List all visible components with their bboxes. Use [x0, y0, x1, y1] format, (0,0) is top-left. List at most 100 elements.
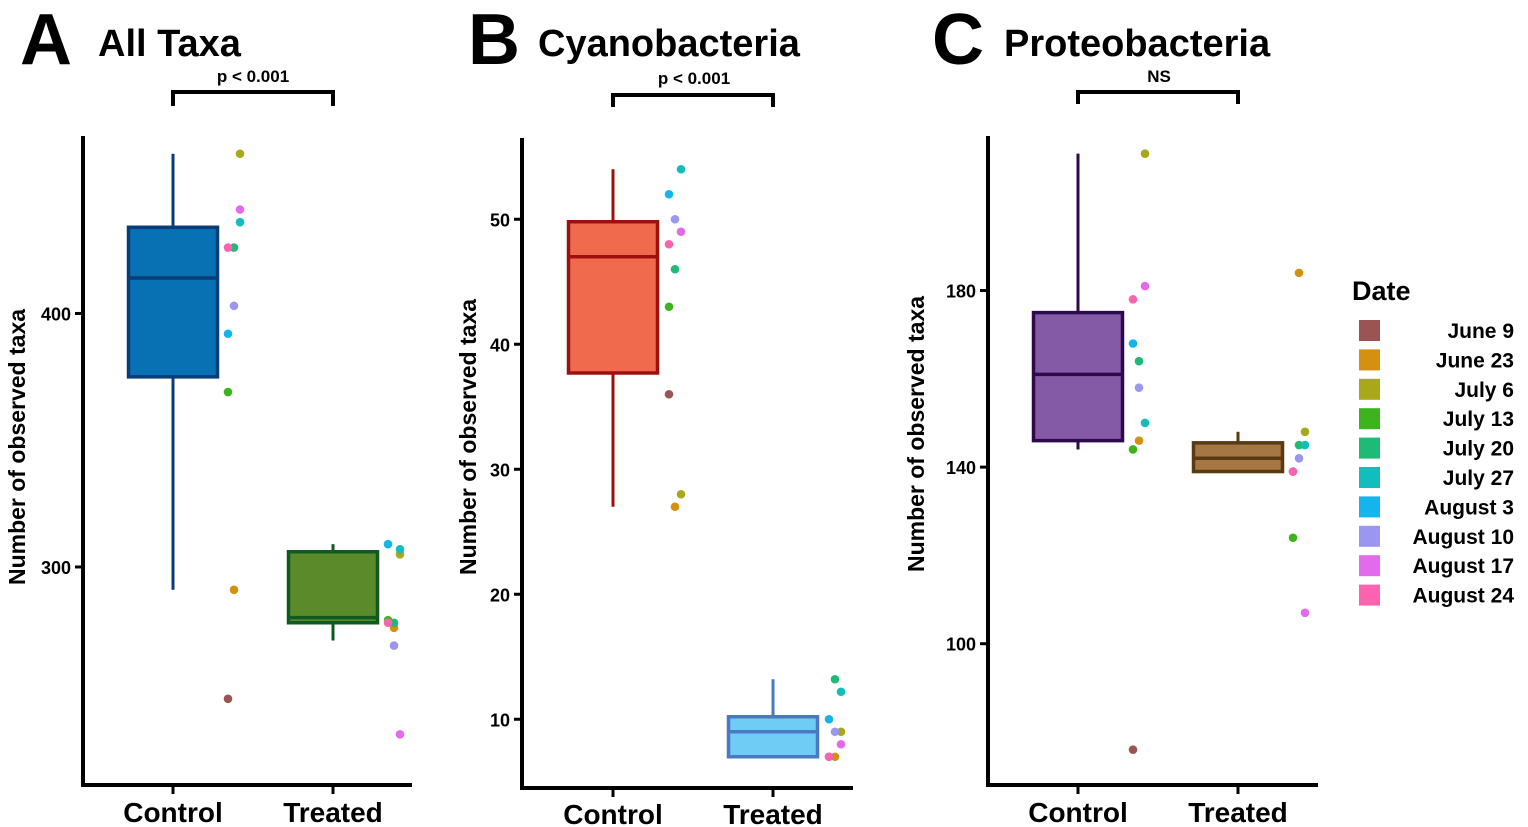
data-point — [676, 227, 686, 237]
significance-label-b: p < 0.001 — [658, 69, 730, 88]
chart-marks-b: 10 20 30 40 50 — [490, 93, 853, 797]
data-point — [830, 752, 840, 762]
box-body — [1031, 310, 1125, 443]
data-point — [229, 585, 239, 595]
legend-swatch — [1359, 408, 1380, 430]
data-point — [676, 489, 686, 499]
data-point — [389, 641, 399, 650]
data-point — [824, 752, 834, 762]
data-point — [395, 729, 405, 739]
legend-swatch — [1359, 437, 1380, 459]
data-point — [1300, 608, 1310, 618]
data-point — [1128, 295, 1138, 304]
significance-label-a: p < 0.001 — [217, 67, 289, 86]
data-point — [223, 387, 233, 397]
legend-label: July 6 — [1454, 379, 1514, 402]
x-tick-label-control-b: Control — [563, 799, 663, 827]
x-tick-label-treated-b: Treated — [723, 799, 823, 827]
legend-label: June 9 — [1447, 320, 1514, 343]
data-point — [1288, 533, 1298, 543]
x-tick-label-treated-a: Treated — [283, 797, 383, 827]
data-point — [223, 329, 233, 339]
chart-marks-c: 100 140 180 — [946, 90, 1318, 794]
y-tick-label: 40 — [490, 335, 510, 355]
data-point — [830, 727, 840, 737]
legend-swatch — [1359, 467, 1380, 488]
panel-c: C Proteobacteria NS Number of observed t… — [903, 0, 1318, 827]
legend-swatch — [1359, 349, 1380, 371]
x-tick-label-control-c: Control — [1028, 797, 1128, 827]
data-point — [664, 239, 674, 249]
y-tick-label: 140 — [946, 458, 976, 478]
legend-label: August 3 — [1424, 496, 1514, 519]
panel-letter-c: C — [932, 0, 984, 80]
significance-label-c: NS — [1147, 67, 1171, 86]
legend-label: July 20 — [1443, 438, 1514, 461]
panel-a: A All Taxa p < 0.001 Number of observed … — [4, 0, 412, 827]
y-tick-label: 100 — [946, 635, 976, 655]
legend-swatch — [1359, 378, 1380, 400]
data-point — [1134, 436, 1144, 445]
legend-swatch — [1359, 555, 1380, 577]
box-body — [126, 225, 220, 379]
data-point — [830, 674, 840, 684]
y-tick-label: 300 — [41, 558, 71, 578]
data-point — [383, 539, 393, 549]
y-tick-label: 50 — [490, 210, 510, 230]
data-point — [235, 149, 245, 159]
data-point — [1294, 453, 1304, 463]
data-point — [235, 217, 245, 227]
significance-bracket — [171, 90, 335, 106]
data-point — [223, 243, 233, 252]
legend-label: July 13 — [1443, 408, 1514, 431]
legend-swatch — [1359, 496, 1380, 518]
y-axis-label-b: Number of observed taxa — [455, 299, 481, 575]
legend-label: August 24 — [1412, 585, 1514, 608]
legend-items: June 9 June 23 July 6 July 13 July 20 July 27… — [1359, 320, 1514, 608]
data-point — [1128, 339, 1138, 348]
data-point — [395, 544, 405, 554]
box-body — [726, 715, 820, 759]
data-point — [670, 214, 680, 224]
legend-swatch — [1359, 525, 1380, 547]
panel-title-a: All Taxa — [98, 23, 242, 65]
y-tick-label: 10 — [490, 710, 510, 730]
x-tick-label-treated-c: Treated — [1188, 797, 1288, 827]
panel-letter-b: B — [468, 0, 520, 80]
data-point — [1288, 467, 1298, 476]
data-point — [1294, 440, 1304, 450]
data-point — [664, 189, 674, 199]
data-point — [1300, 427, 1310, 437]
data-point — [1300, 440, 1310, 450]
data-point — [836, 739, 846, 749]
data-point — [229, 301, 239, 311]
data-point — [389, 618, 399, 628]
panel-letter-a: A — [20, 0, 72, 80]
legend-swatch — [1359, 320, 1380, 341]
y-tick-label: 400 — [41, 304, 71, 324]
data-point — [824, 714, 834, 724]
data-point — [1140, 149, 1150, 158]
significance-bracket — [611, 93, 775, 107]
box-body — [286, 550, 380, 625]
data-point — [836, 687, 846, 697]
panel-title-c: Proteobacteria — [1004, 23, 1271, 65]
data-point — [1128, 445, 1138, 454]
y-axis-label-c: Number of observed taxa — [903, 296, 929, 572]
legend-label: August 17 — [1412, 555, 1514, 578]
data-point — [1128, 745, 1138, 754]
y-axis-label-a: Number of observed taxa — [4, 309, 30, 585]
data-point — [664, 302, 674, 312]
chart-marks-a: 300 400 — [41, 90, 412, 794]
y-tick-label: 30 — [490, 460, 510, 480]
data-point — [229, 243, 239, 252]
legend-swatch — [1359, 584, 1380, 606]
data-point — [1134, 356, 1144, 366]
box-body — [566, 220, 660, 375]
data-point — [664, 389, 674, 399]
data-point — [670, 502, 680, 512]
data-point — [670, 264, 680, 274]
data-point — [235, 205, 245, 214]
